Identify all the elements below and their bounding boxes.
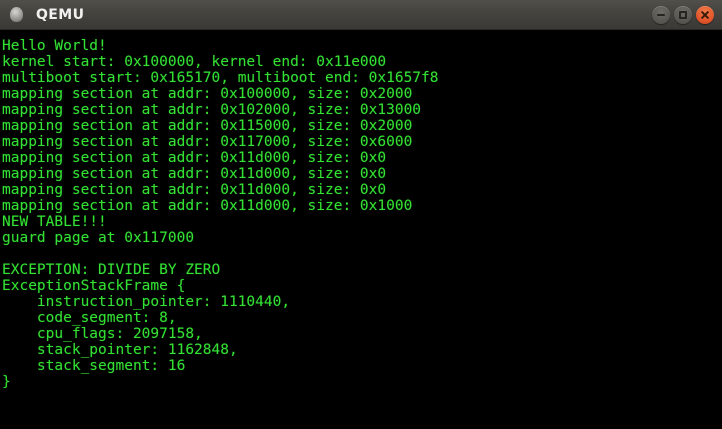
terminal-line: multiboot start: 0x165170, multiboot end… [2,70,439,86]
terminal-line: mapping section at addr: 0x115000, size:… [2,118,413,134]
terminal-line: mapping section at addr: 0x100000, size:… [2,86,413,102]
terminal-line: mapping section at addr: 0x11d000, size:… [2,166,387,182]
terminal-line: mapping section at addr: 0x117000, size:… [2,134,413,150]
terminal-line: mapping section at addr: 0x11d000, size:… [2,182,387,198]
window-titlebar[interactable]: QEMU [0,0,722,30]
close-icon [700,10,710,20]
terminal-line: instruction_pointer: 1110440, [2,294,291,310]
terminal-line: code_segment: 8, [2,310,177,326]
terminal-line: } [2,374,11,390]
maximize-button[interactable] [674,6,692,24]
terminal-line: stack_pointer: 1162848, [2,342,238,358]
terminal-line: stack_segment: 16 [2,358,186,374]
maximize-icon [679,11,687,19]
terminal-line: ExceptionStackFrame { [2,278,186,294]
terminal-line: cpu_flags: 2097158, [2,326,203,342]
window-title: QEMU [36,6,85,23]
terminal-line: Hello World! [2,38,107,54]
terminal-line: NEW TABLE!!! [2,214,107,230]
terminal-line: EXCEPTION: DIVIDE BY ZERO [2,262,221,278]
close-button[interactable] [696,6,714,24]
terminal-line: mapping section at addr: 0x11d000, size:… [2,150,387,166]
qemu-app-icon [10,7,23,22]
window-controls [652,0,714,30]
terminal-line: guard page at 0x117000 [2,230,195,246]
terminal-line-blank [2,246,722,262]
minimize-icon [657,14,665,16]
terminal-line: mapping section at addr: 0x11d000, size:… [2,198,413,214]
terminal-output[interactable]: Hello World! kernel start: 0x100000, ker… [0,30,722,429]
minimize-button[interactable] [652,6,670,24]
terminal-line: kernel start: 0x100000, kernel end: 0x11… [2,54,387,70]
terminal-line: mapping section at addr: 0x102000, size:… [2,102,422,118]
